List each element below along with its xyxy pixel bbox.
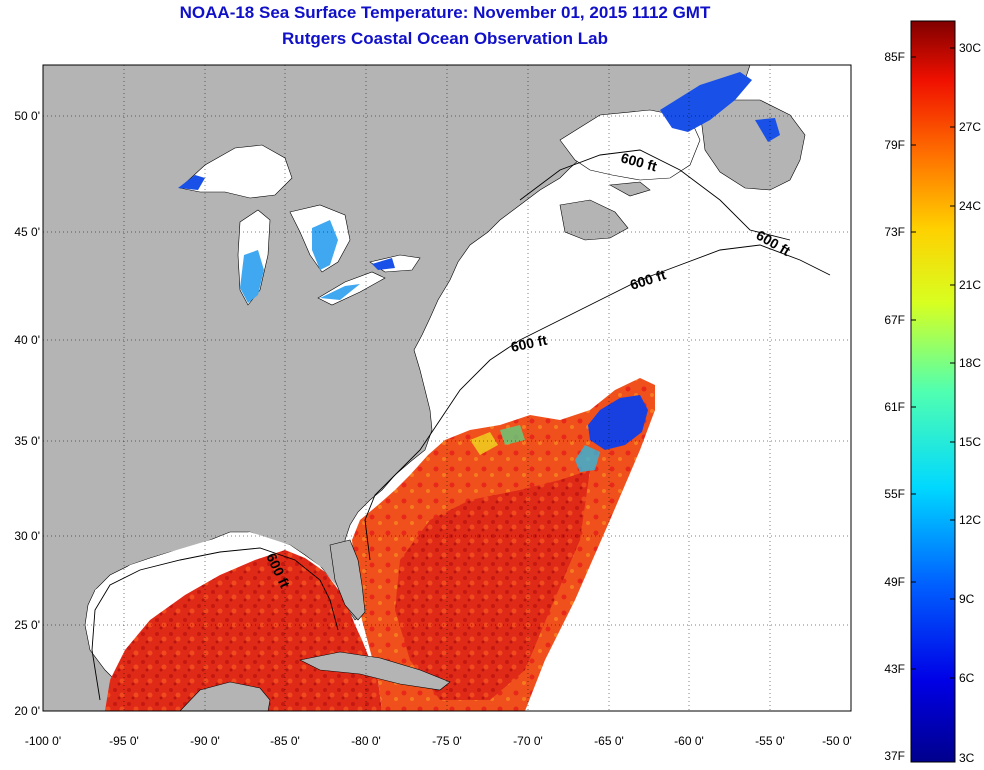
colorbar-c-ticks [950,47,955,679]
colorbar-c-label: 3C [959,751,975,765]
land-florida [329,539,366,621]
lat-tick-label: 45 0' [14,225,40,239]
colorbar-c-label: 9C [959,592,975,606]
colorbar [910,20,956,763]
colorbar-f-ticks [911,56,916,670]
lake-ontario-sst [372,258,395,270]
land-yucatan [179,681,271,711]
colorbar-f-label: 67F [884,313,905,327]
colorbar-c-label: 24C [959,199,981,213]
land-north-america [43,65,751,711]
colorbar-f-label: 37F [884,749,905,763]
sst-atlantic-core [395,470,590,700]
lake-superior-sst [178,175,205,190]
lake-michigan-sst [240,250,264,303]
lake-huron-sst [312,220,338,270]
sst-cloud-edge [432,365,615,438]
lat-tick-label: 50 0' [14,109,40,123]
sst-yellow-fringe [470,432,498,455]
contour-label-4: 600 ft [509,332,548,355]
colorbar-c-label: 15C [959,435,981,449]
lon-tick-label: -85 0' [270,734,300,748]
lon-tick-label: -75 0' [432,734,462,748]
sst-cold-patch [588,395,648,450]
colorbar-c-label: 27C [959,120,981,134]
sst-green-fringe [500,425,525,445]
lon-tick-label: -80 0' [351,734,381,748]
colorbar-f-label: 85F [884,50,905,64]
colorbar-c-label: 18C [959,356,981,370]
map-subtitle: Rutgers Coastal Ocean Observation Lab [282,29,608,48]
colorbar-f-label: 79F [884,138,905,152]
land-cuba [299,651,451,691]
map-grid [43,65,851,711]
colorbar-c-label: 21C [959,278,981,292]
colorbar-c-labels: 30C 27C 24C 21C 18C 15C 12C 9C 6C 3C [959,41,981,765]
land-newfoundland [699,99,806,191]
lat-tick-label: 40 0' [14,333,40,347]
colorbar-f-label: 43F [884,662,905,676]
lon-tick-label: -50 0' [822,734,852,748]
colorbar-c-label: 6C [959,671,975,685]
lat-tick-label: 30 0' [14,529,40,543]
colorbar-f-labels: 85F 79F 73F 67F 61F 55F 49F 43F 37F [884,50,905,763]
lat-tick-label: 35 0' [14,434,40,448]
colorbar-f-label: 73F [884,225,905,239]
newfoundland-sst [755,118,780,142]
colorbar-f-label: 49F [884,575,905,589]
lon-tick-label: -90 0' [190,734,220,748]
lon-tick-label: -55 0' [755,734,785,748]
labrador-sst [660,72,752,132]
lat-tick-label: 25 0' [14,618,40,632]
colorbar-c-label: 12C [959,513,981,527]
land-nova-scotia [559,199,629,241]
lon-tick-label: -65 0' [594,734,624,748]
lon-axis: -100 0' -95 0' -90 0' -85 0' -80 0' -75 … [25,734,852,748]
colorbar-f-label: 61F [884,400,905,414]
lat-tick-label: 20 0' [14,704,40,718]
lat-axis: 50 0' 45 0' 40 0' 35 0' 30 0' 25 0' 20 0… [14,109,40,718]
sst-cyan-fringe [575,445,600,472]
lake-erie-sst [320,284,360,300]
colorbar-c-label: 30C [959,41,981,55]
lon-tick-label: -60 0' [674,734,704,748]
colorbar-f-label: 55F [884,487,905,501]
map-title: NOAA-18 Sea Surface Temperature: Novembe… [179,3,711,22]
land-pei [609,181,651,197]
lake-superior [179,144,293,199]
sst-gulf-of-mexico [105,550,382,711]
lon-tick-label: -95 0' [109,734,139,748]
lon-tick-label: -100 0' [25,734,61,748]
lon-tick-label: -70 0' [513,734,543,748]
